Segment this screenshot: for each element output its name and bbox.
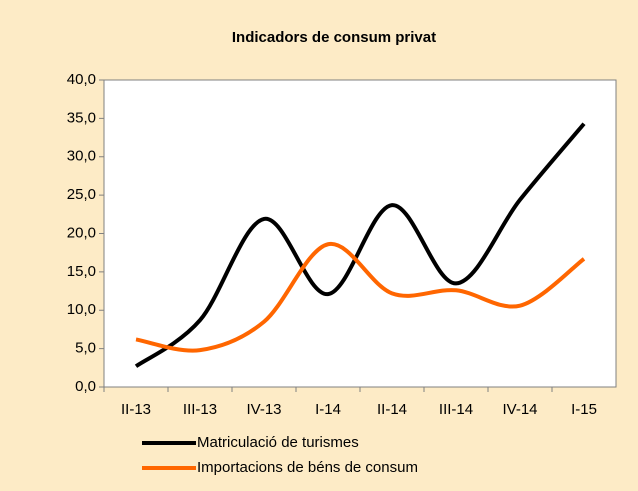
x-tick-label: II-14 xyxy=(377,401,407,418)
y-tick-label: 5,0 xyxy=(75,340,96,357)
series-line xyxy=(135,242,586,353)
x-tick-label: III-13 xyxy=(183,401,217,418)
y-tick-label: 15,0 xyxy=(67,263,96,280)
x-tick-label: I-14 xyxy=(315,401,341,418)
y-tick-label: 20,0 xyxy=(67,224,96,241)
x-tick-label: II-13 xyxy=(121,401,151,418)
y-tick-label: 0,0 xyxy=(75,378,96,395)
y-tick-label: 25,0 xyxy=(67,186,96,203)
series-line xyxy=(134,122,586,368)
chart-title: Indicadors de consum privat xyxy=(232,29,436,46)
x-tick-label: IV-14 xyxy=(502,401,537,418)
y-tick-label: 30,0 xyxy=(67,148,96,165)
x-tick-label: IV-13 xyxy=(246,401,281,418)
plot-area xyxy=(103,79,617,388)
x-tick-label: III-14 xyxy=(439,401,473,418)
y-tick-label: 40,0 xyxy=(67,71,96,88)
legend-label: Importacions de béns de consum xyxy=(197,459,418,476)
y-tick-label: 35,0 xyxy=(67,109,96,126)
x-tick-label: I-15 xyxy=(571,401,597,418)
y-tick-label: 10,0 xyxy=(67,301,96,318)
legend-label: Matriculació de turismes xyxy=(197,434,359,451)
